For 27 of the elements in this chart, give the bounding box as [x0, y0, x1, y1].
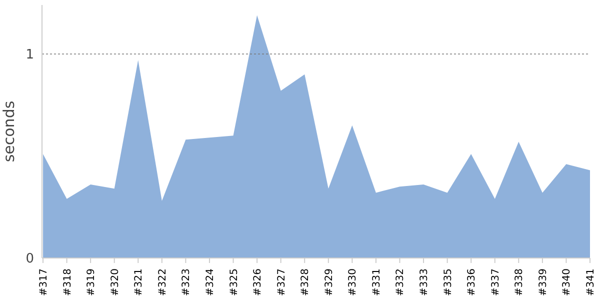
y-tick-label: 1 — [26, 48, 34, 63]
x-tick-label: #329 — [324, 268, 335, 296]
x-tick-label: #326 — [252, 268, 264, 296]
x-tick-label: #327 — [276, 268, 288, 296]
x-tick-label: #323 — [181, 268, 192, 296]
x-tick-label: #336 — [466, 268, 478, 296]
y-axis-title: seconds — [0, 100, 18, 162]
x-tick-label: #338 — [514, 268, 526, 296]
x-tick-label: #320 — [110, 268, 121, 296]
x-tick-label: #321 — [134, 268, 145, 296]
x-tick-label: #341 — [586, 268, 596, 296]
y-tick-label: 0 — [26, 252, 34, 267]
x-tick-label: #325 — [228, 268, 240, 296]
x-tick-label: #319 — [86, 268, 98, 296]
x-tick-label: #318 — [62, 268, 74, 296]
x-tick-label: #328 — [300, 268, 312, 296]
x-tick-label: #333 — [419, 268, 430, 296]
x-tick-label: #330 — [348, 268, 359, 296]
x-tick-label: #317 — [38, 268, 50, 296]
x-tick-label: #340 — [562, 268, 573, 296]
x-tick-label: #337 — [490, 268, 502, 296]
x-tick-label: #331 — [371, 268, 382, 296]
x-tick-label: #339 — [538, 268, 549, 296]
x-tick-label: #324 — [204, 268, 216, 296]
x-tick-label: #335 — [442, 268, 454, 296]
x-tick-label: #322 — [157, 268, 168, 296]
x-tick-label: #332 — [395, 268, 406, 296]
